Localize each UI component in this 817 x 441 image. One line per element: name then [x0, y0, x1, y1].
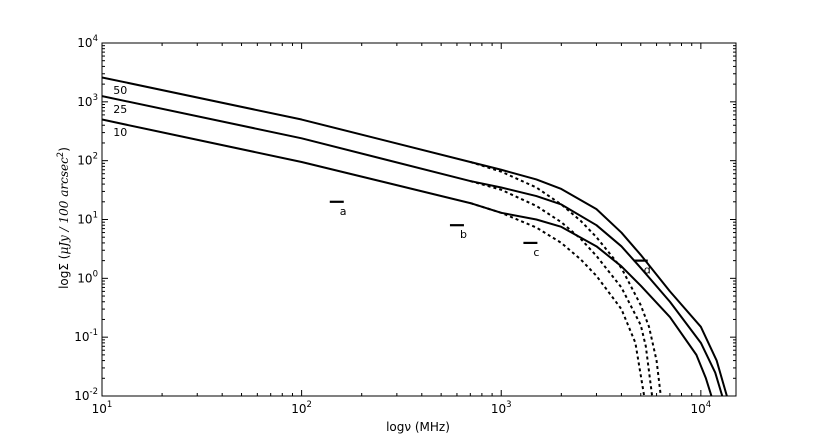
x-tick-label: 103 [491, 400, 512, 416]
series-label: 50 [113, 84, 127, 97]
marker-label-c: c [533, 246, 539, 259]
plot-area [101, 42, 737, 397]
y-tick-label: 100 [77, 269, 98, 285]
y-tick-label: 102 [77, 152, 98, 168]
series-line-25-dashed [470, 180, 654, 396]
x-tick-label: 101 [92, 400, 113, 416]
marker-label-d: d [644, 264, 651, 277]
y-axis-label: logΣ (μJy / 100 arcsec2) [56, 147, 71, 289]
plot-frame [101, 42, 737, 397]
series-line-50-solid [102, 76, 728, 396]
series-layer [102, 76, 728, 396]
y-tick-label: 104 [77, 34, 98, 50]
marker-label-a: a [340, 205, 347, 218]
series-line-25-solid [102, 95, 724, 396]
y-tick-label: 10-1 [74, 328, 98, 344]
y-axis-ticks: 10-2 10-1 100 101 102 103 104 [74, 34, 736, 403]
series-label: 25 [113, 103, 127, 116]
y-tick-label: 101 [77, 211, 98, 227]
x-axis-label: logν (MHz) [386, 420, 450, 434]
marker-label-b: b [460, 228, 467, 241]
x-tick-label: 102 [291, 400, 312, 416]
x-tick-label: 104 [690, 400, 711, 416]
y-tick-label: 10-2 [74, 387, 98, 403]
series-line-10-dashed [470, 202, 646, 396]
series-line-50-dashed [470, 161, 662, 396]
x-axis-ticks: 101 102 103 104 [92, 43, 711, 416]
y-tick-label: 103 [77, 93, 98, 109]
marker-layer: 50 25 10 a b c d [113, 84, 650, 277]
series-label: 10 [113, 126, 127, 139]
series-line-10-solid [102, 118, 713, 396]
